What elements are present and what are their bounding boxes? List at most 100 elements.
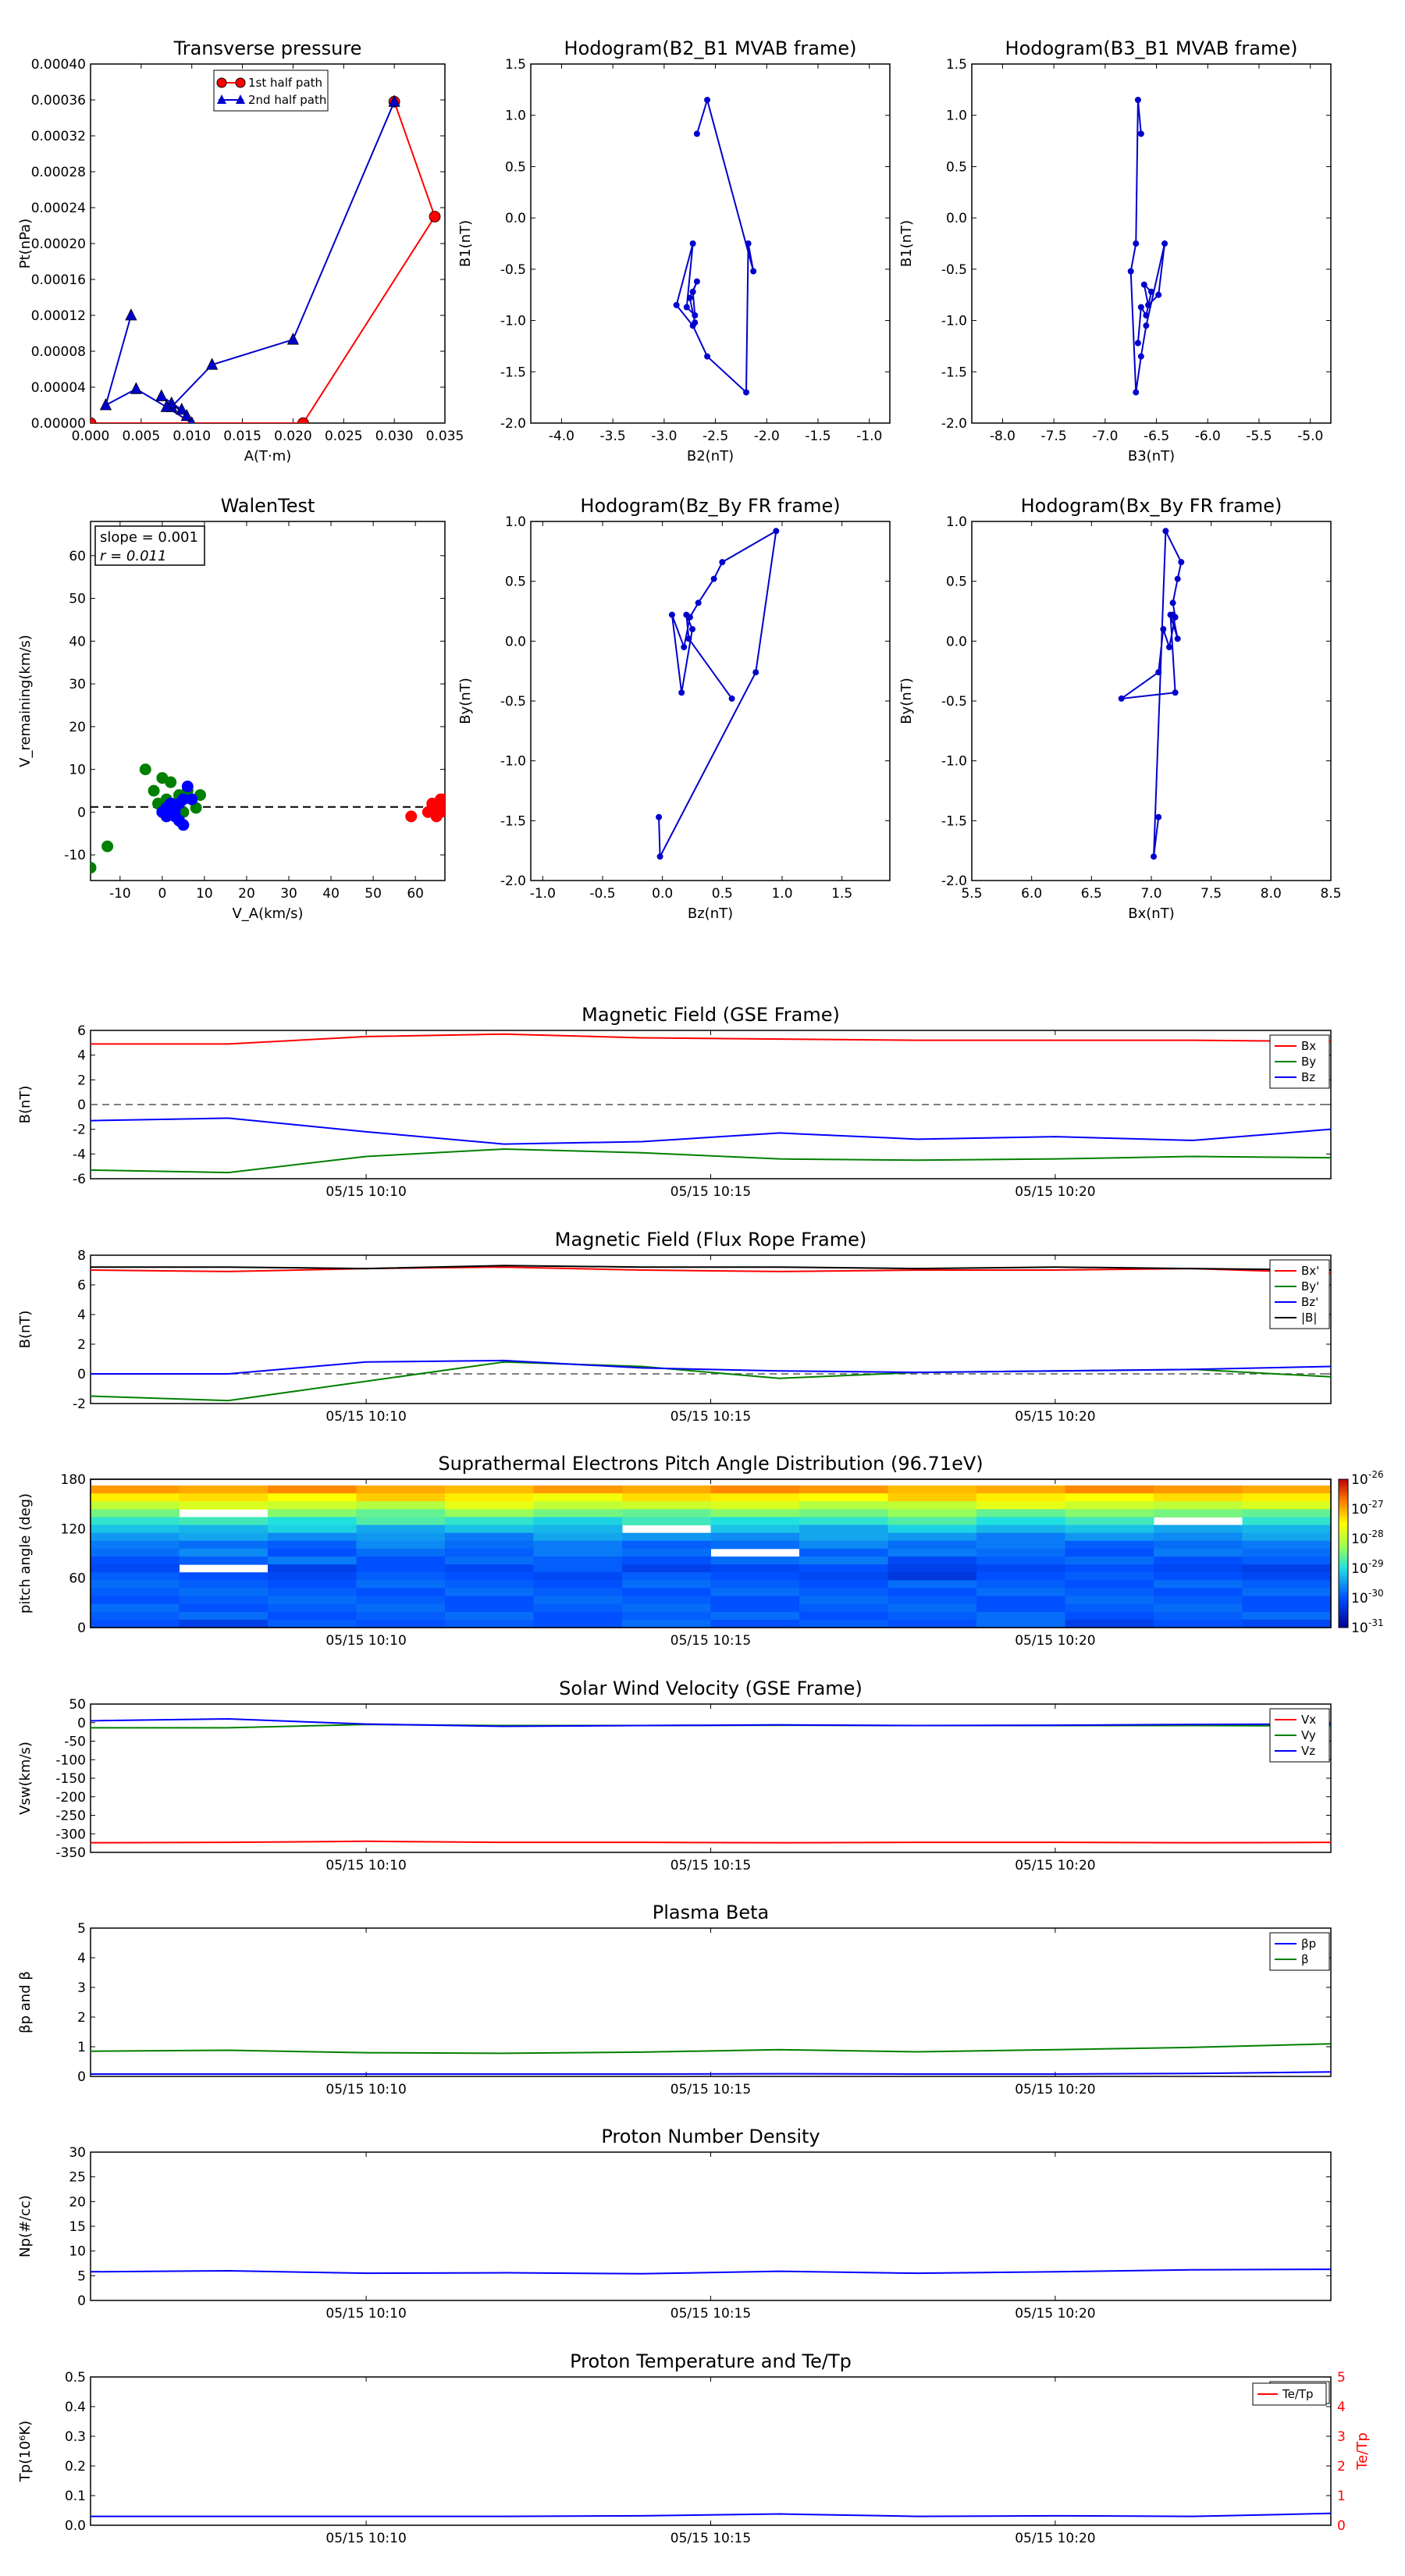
- y-tick-label: 0.0: [505, 211, 526, 226]
- heatmap-cell: [976, 1603, 1065, 1613]
- x-axis-label: Bz(nT): [688, 906, 733, 922]
- legend-label: Bx: [1301, 1039, 1316, 1053]
- x-tick-label: -6.0: [1195, 429, 1221, 444]
- x-tick-label: 05/15 10:15: [670, 1184, 751, 1200]
- legend-label: β: [1301, 1952, 1309, 1966]
- heatmap-cell: [445, 1564, 534, 1573]
- y-tick-label: -100: [55, 1752, 86, 1768]
- y-tick-label: 0.00036: [31, 93, 86, 109]
- heatmap-cell: [533, 1588, 623, 1597]
- heatmap-cell: [1242, 1557, 1332, 1565]
- heatmap-cell: [533, 1596, 623, 1605]
- x-tick-label: 20: [238, 886, 255, 902]
- y-tick-label: 0: [77, 1098, 86, 1113]
- heatmap-cell: [179, 1540, 269, 1550]
- series-line: [90, 1117, 1332, 1145]
- heatmap-cell: [1242, 1596, 1332, 1605]
- y-tick-label: 0.00016: [31, 272, 86, 288]
- heatmap-cell: [1065, 1611, 1154, 1621]
- heatmap-cell: [356, 1564, 446, 1573]
- x-tick-label: 8.5: [1320, 886, 1341, 902]
- heatmap-cell: [1242, 1525, 1332, 1534]
- data-point: [1143, 322, 1150, 329]
- data-point: [668, 611, 675, 618]
- heatmap-cell: [1065, 1485, 1154, 1494]
- data-point: [1155, 669, 1162, 676]
- heatmap-cell: [91, 1540, 180, 1550]
- heatmap-cell: [1242, 1548, 1332, 1557]
- heatmap-cell: [710, 1501, 800, 1510]
- y-axis-label: By(nT): [898, 678, 915, 724]
- data-point: [728, 695, 735, 702]
- x-tick-label: -5.5: [1246, 429, 1272, 444]
- heatmap-cell: [976, 1619, 1065, 1628]
- x-tick-label: 1.5: [831, 886, 852, 902]
- heatmap-cell: [268, 1525, 357, 1534]
- plot-frame: [90, 2376, 1332, 2526]
- y-tick-label: 1.0: [946, 514, 967, 530]
- series-line: [91, 101, 436, 423]
- heatmap-cell: [91, 1548, 180, 1557]
- heatmap-cell: [710, 1588, 800, 1597]
- heatmap-cell: [356, 1532, 446, 1542]
- y-tick-label: 60: [69, 1571, 86, 1587]
- y-tick-label: 0.0: [946, 211, 967, 226]
- heatmap-cell: [91, 1517, 180, 1526]
- heatmap-cell: [799, 1525, 888, 1534]
- heatmap-cell: [976, 1532, 1065, 1542]
- y-axis-label: V_remaining(km/s): [17, 635, 34, 767]
- annotation-box: [94, 525, 205, 566]
- y-tick-label: -2: [73, 1397, 86, 1412]
- data-point: [689, 288, 696, 295]
- heatmap-cell: [533, 1557, 623, 1565]
- x-tick-label: 05/15 10:15: [670, 2082, 751, 2097]
- y-tick-label: -1.0: [500, 754, 526, 770]
- y-tick-label: -1.5: [941, 813, 967, 829]
- heatmap-cell: [91, 1525, 180, 1534]
- heatmap-cell: [533, 1572, 623, 1581]
- heatmap-cell: [533, 1501, 623, 1510]
- heatmap-cell: [887, 1557, 977, 1565]
- legend-label: 2nd half path: [248, 93, 326, 107]
- legend-label: Bx': [1301, 1264, 1319, 1278]
- plot-area: [656, 528, 780, 860]
- heatmap-cell: [799, 1619, 888, 1628]
- heatmap-cell: [356, 1517, 446, 1526]
- y-tick-label: 0.4: [65, 2400, 86, 2415]
- data-point: [656, 853, 663, 860]
- heatmap-cell: [356, 1619, 446, 1628]
- x-tick-label: 05/15 10:10: [325, 2531, 406, 2546]
- y-tick-label: -0.5: [941, 262, 967, 278]
- x-tick-label: -0.5: [589, 886, 615, 902]
- heatmap-cell: [622, 1588, 711, 1597]
- heatmap-cell: [1242, 1485, 1332, 1494]
- data-point: [710, 575, 717, 582]
- x-tick-label: 05/15 10:20: [1015, 2082, 1095, 2097]
- heatmap-cell: [268, 1611, 357, 1621]
- x-tick-label: 0.005: [123, 429, 161, 444]
- plot-frame: [971, 63, 1332, 424]
- chart-pad: Suprathermal Electrons Pitch Angle Distr…: [17, 1453, 1384, 1649]
- heatmap-cell: [445, 1517, 534, 1526]
- y-tick-label: 6: [77, 1278, 86, 1293]
- y-tick-label: -2.0: [500, 873, 526, 889]
- data-point: [1161, 240, 1168, 247]
- heatmap-cell: [710, 1619, 800, 1628]
- chart-title: Hodogram(Bx_By FR frame): [1021, 495, 1282, 517]
- y-tick-label: 40: [69, 634, 86, 649]
- heatmap-cell: [445, 1509, 534, 1517]
- y-tick-label: 0.00008: [31, 344, 86, 360]
- heatmap-cell: [268, 1493, 357, 1502]
- heatmap-cell: [976, 1548, 1065, 1557]
- data-point: [656, 813, 663, 820]
- heatmap-cell: [710, 1564, 800, 1573]
- y-tick-label: 0.00020: [31, 237, 86, 252]
- x-tick-label: 05/15 10:10: [325, 1858, 406, 1873]
- x-tick-label: 60: [407, 886, 424, 902]
- y-tick-label: -350: [55, 1845, 86, 1861]
- series-line: [91, 1265, 1332, 1271]
- data-point: [99, 398, 112, 411]
- heatmap-cell: [976, 1517, 1065, 1526]
- chart-vsw: Solar Wind Velocity (GSE Frame) -350 -300 -…: [17, 1678, 1332, 1873]
